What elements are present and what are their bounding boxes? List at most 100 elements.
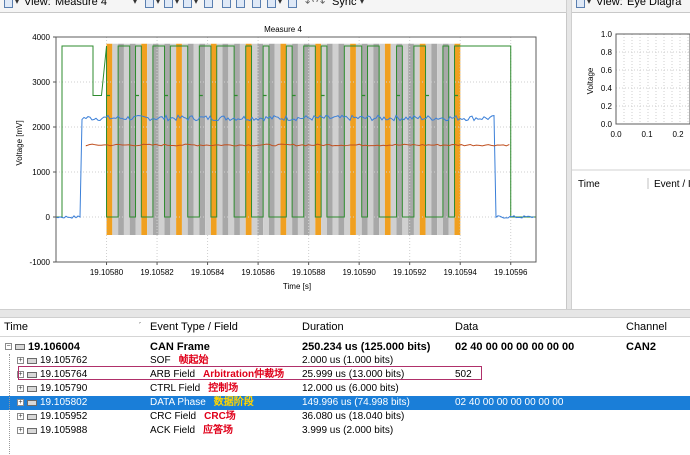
bit-stripe [176,43,182,235]
sync-button[interactable]: Sync [332,0,357,8]
x-tick-label: 19.10592 [393,268,427,277]
table-row[interactable]: +19.105762 SOF 帧起始 2.000 us (1.000 bits) [0,354,690,368]
chevron-down-icon[interactable]: ▾ [278,0,283,6]
bit-stripe [239,43,246,235]
expand-icon[interactable]: + [17,357,24,364]
zoom-window-icon[interactable] [252,0,261,8]
bit-stripe [396,43,403,235]
row-data: 02 40 00 00 00 00 00 00 [455,397,564,408]
eye-toolbar: ▾ View: Eye Diagra [572,0,690,13]
bit-stripe [228,43,235,235]
bit-stripe [234,43,240,235]
x-tick-label: 19.10580 [90,268,124,277]
col-header-time[interactable]: Time [4,321,29,333]
row-event: SOF 帧起始 [150,354,209,368]
expand-icon[interactable]: + [17,427,24,434]
bit-stripe [402,43,409,235]
expand-icon[interactable]: + [17,385,24,392]
table-row-frame[interactable]: − 19.106004 CAN Frame 250.234 us (125.000 b… [0,340,690,354]
horizontal-splitter[interactable] [0,309,690,318]
x-tick-label: 19.10588 [292,268,326,277]
row-event-cn: 帧起始 [178,355,209,366]
bit-stripe [425,43,432,235]
marker-icon[interactable] [288,0,297,8]
eye-y-tick-label: 0.4 [601,84,613,93]
eye-x-tick-label: 0.0 [610,130,622,139]
row-event-type: ACK Field [150,425,196,436]
row-duration: 12.000 us (6.000 bits) [302,383,399,394]
bit-stripe [135,43,142,235]
axis-icon[interactable] [145,0,154,8]
chevron-down-icon[interactable]: ▾ [587,0,592,6]
voltage-chart[interactable]: Measure 4 Voltage [mV] Time [s] 4000 3000… [0,13,566,309]
window-icon[interactable] [4,0,13,8]
bit-stripe [326,43,333,235]
expand-icon[interactable]: + [17,413,24,420]
col-header-event[interactable]: Event Type / Field [150,321,238,333]
zoom-out-icon[interactable] [236,0,245,8]
bit-stripe [373,43,380,235]
col-header-data[interactable]: Data [455,321,479,333]
bit-stripe [367,43,374,235]
bit-stripe [181,43,188,235]
chevron-down-icon[interactable]: ▾ [156,0,161,6]
chevron-down-icon[interactable]: ▾ [360,0,365,6]
expand-icon[interactable]: + [17,399,24,406]
eye-diagram-chart[interactable]: Voltage 1.0 0.8 0.6 0.4 0.2 0.00.0 0.1 0.2 Time… [572,13,690,309]
event-table[interactable]: Time ˊ Event Type / Field Duration Data … [0,318,690,455]
col-header-duration[interactable]: Duration [302,321,344,333]
row-event-type: DATA Phase [150,397,206,408]
col-header-channel[interactable]: Channel [626,321,667,333]
collapse-icon[interactable]: − [5,343,12,350]
expand-icon[interactable]: + [17,371,24,378]
eye-col-time[interactable]: Time [578,179,600,190]
zoom-box-icon[interactable] [164,0,173,8]
bit-stripe [297,43,304,235]
eye-col-event[interactable]: Event / I [654,179,690,190]
x-tick-label: 19.10590 [342,268,376,277]
chevron-down-icon[interactable]: ▾ [194,0,199,6]
field-icon [27,414,37,420]
table-row[interactable]: +19.105988 ACK Field 应答场 3.999 us (2.000 bi… [0,424,690,438]
eye-diagram-pane[interactable]: Voltage 1.0 0.8 0.6 0.4 0.2 0.0 0.0 0.1 0.2 Time… [572,13,690,309]
chart-title: Measure 4 [264,25,302,34]
row-event: CRC Field CRC场 [150,410,236,424]
row-event-type: SOF [150,355,171,366]
row-time: 19.105762 [40,355,88,366]
row-time: 19.105764 [40,369,88,380]
y-tick-label: 0 [46,213,51,222]
fit-icon[interactable] [183,0,192,8]
cursor-icon[interactable] [267,0,276,8]
row-time: 19.105790 [40,383,88,394]
view-select[interactable]: Eye Diagra [627,0,682,8]
row-channel: CAN2 [626,341,656,353]
window-icon[interactable] [576,0,585,8]
zoom-in-icon[interactable] [222,0,231,8]
table-row[interactable]: +19.105952 CRC Field CRC场 36.080 us (18.040… [0,410,690,424]
bit-stripe [303,43,310,235]
table-row[interactable]: +19.105790 CTRL Field 控制场 12.000 us (6.000 … [0,382,690,396]
row-duration: 36.080 us (18.040 bits) [302,411,405,422]
chevron-down-icon[interactable]: ▾ [175,0,180,6]
y-tick-label: 4000 [32,33,50,42]
view-label: View: [24,0,51,8]
bit-stripe [448,43,455,235]
chevron-down-icon[interactable]: ▾ [133,0,138,6]
row-event: ARB Field Arbitration仲裁场 [150,368,284,382]
layout-icon[interactable] [204,0,213,8]
measurement-plot[interactable]: Measure 4 Voltage [mV] Time [s] 4000 3000… [0,13,567,309]
undo-icon[interactable]: ↶ [305,0,315,9]
redo-icon[interactable]: ↷ [316,0,326,9]
bit-stripe [112,43,119,235]
eye-x-tick-label: 0.1 [641,130,653,139]
chevron-down-icon[interactable]: ▾ [15,0,20,6]
series-line-blue [55,114,535,219]
bit-stripe [199,43,206,235]
bit-stripe [338,43,345,235]
table-row[interactable]: +19.105764 ARB Field Arbitration仲裁场 25.999 … [0,368,690,382]
view-select[interactable]: Measure 4 [55,0,107,8]
table-row[interactable]: +19.105802 DATA Phase 数据阶段 149.996 us (74.9… [0,396,690,410]
series-line-green [56,45,536,218]
y-tick-label: 2000 [32,123,50,132]
eye-y-tick-label: 0.8 [601,48,613,57]
